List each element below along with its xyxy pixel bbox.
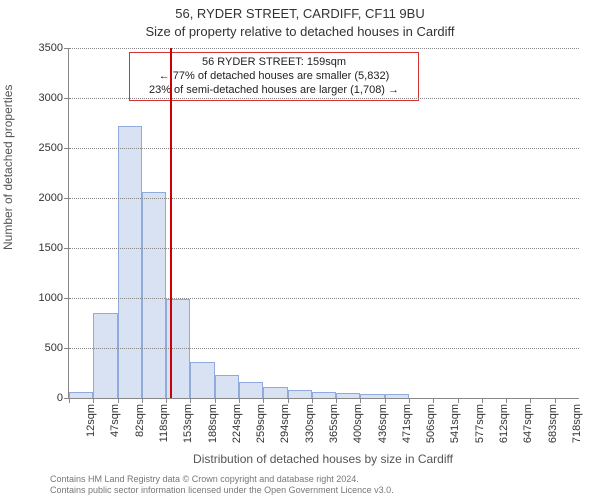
gridline-h (69, 148, 579, 149)
histogram-bar (239, 382, 263, 398)
y-axis-label: Number of detached properties (1, 85, 15, 250)
ytick-label: 2500 (39, 142, 63, 154)
chart-container: 56, RYDER STREET, CARDIFF, CF11 9BU Size… (0, 0, 600, 500)
xtick-label: 541sqm (449, 404, 461, 443)
xtick-mark (458, 398, 459, 403)
xtick-label: 82sqm (134, 404, 146, 437)
xtick-label: 506sqm (425, 404, 437, 443)
xtick-mark (482, 398, 483, 403)
ytick-mark (64, 298, 69, 299)
histogram-bar (93, 313, 117, 398)
histogram-bar (385, 394, 409, 398)
xtick-mark (69, 398, 70, 403)
gridline-h (69, 198, 579, 199)
xtick-mark (433, 398, 434, 403)
xtick-mark (118, 398, 119, 403)
gridline-h (69, 98, 579, 99)
annotation-box: 56 RYDER STREET: 159sqm ← 77% of detache… (129, 52, 419, 101)
xtick-label: 12sqm (85, 404, 97, 437)
xtick-label: 118sqm (158, 404, 170, 442)
xtick-label: 259sqm (255, 404, 267, 443)
xtick-mark (190, 398, 191, 403)
annotation-line3: 23% of semi-detached houses are larger (… (136, 84, 412, 98)
histogram-bar (118, 126, 142, 398)
ytick-mark (64, 48, 69, 49)
annotation-line2: ← 77% of detached houses are smaller (5,… (136, 70, 412, 84)
xtick-mark (530, 398, 531, 403)
xtick-label: 400sqm (352, 404, 364, 443)
xtick-mark (409, 398, 410, 403)
xtick-mark (239, 398, 240, 403)
histogram-bar (360, 394, 384, 398)
xtick-label: 577sqm (474, 404, 486, 443)
ytick-mark (64, 98, 69, 99)
gridline-h (69, 298, 579, 299)
xtick-mark (336, 398, 337, 403)
histogram-bar (312, 392, 336, 398)
ytick-label: 1000 (39, 292, 63, 304)
chart-title-line2: Size of property relative to detached ho… (0, 24, 600, 39)
xtick-mark (166, 398, 167, 403)
histogram-bar (69, 392, 93, 398)
histogram-bar (142, 192, 166, 398)
ytick-mark (64, 348, 69, 349)
xtick-label: 647sqm (522, 404, 534, 443)
xtick-label: 47sqm (109, 404, 121, 437)
xtick-mark (263, 398, 264, 403)
ytick-label: 2000 (39, 192, 63, 204)
xtick-mark (215, 398, 216, 403)
xtick-label: 294sqm (279, 404, 291, 443)
marker-vline (170, 48, 172, 398)
ytick-label: 3500 (39, 42, 63, 54)
xtick-label: 224sqm (231, 404, 243, 443)
annotation-line1: 56 RYDER STREET: 159sqm (136, 56, 412, 70)
x-axis-label: Distribution of detached houses by size … (68, 452, 578, 466)
histogram-bar (263, 387, 287, 398)
xtick-label: 188sqm (207, 404, 219, 443)
xtick-label: 153sqm (182, 404, 194, 443)
xtick-label: 612sqm (498, 404, 510, 443)
xtick-label: 683sqm (547, 404, 559, 443)
gridline-h (69, 248, 579, 249)
ytick-mark (64, 148, 69, 149)
histogram-bar (336, 393, 360, 398)
histogram-bar (215, 375, 239, 398)
xtick-mark (93, 398, 94, 403)
ytick-label: 500 (45, 342, 63, 354)
gridline-h (69, 48, 579, 49)
xtick-label: 436sqm (377, 404, 389, 443)
xtick-label: 330sqm (304, 404, 316, 443)
ytick-label: 0 (57, 392, 63, 404)
xtick-mark (142, 398, 143, 403)
ytick-label: 3000 (39, 92, 63, 104)
ytick-label: 1500 (39, 242, 63, 254)
histogram-bar (190, 362, 214, 398)
xtick-mark (506, 398, 507, 403)
chart-title-line1: 56, RYDER STREET, CARDIFF, CF11 9BU (0, 6, 600, 21)
gridline-h (69, 348, 579, 349)
footer-line2: Contains public sector information licen… (50, 485, 394, 496)
xtick-mark (360, 398, 361, 403)
xtick-label: 365sqm (328, 404, 340, 443)
footer-text: Contains HM Land Registry data © Crown c… (50, 474, 394, 496)
xtick-mark (555, 398, 556, 403)
histogram-bar (288, 390, 312, 399)
xtick-mark (385, 398, 386, 403)
xtick-mark (312, 398, 313, 403)
plot-area: 56 RYDER STREET: 159sqm ← 77% of detache… (68, 48, 579, 399)
xtick-label: 718sqm (571, 404, 583, 443)
footer-line1: Contains HM Land Registry data © Crown c… (50, 474, 394, 485)
ytick-mark (64, 198, 69, 199)
ytick-mark (64, 248, 69, 249)
xtick-label: 471sqm (401, 404, 413, 443)
xtick-mark (288, 398, 289, 403)
